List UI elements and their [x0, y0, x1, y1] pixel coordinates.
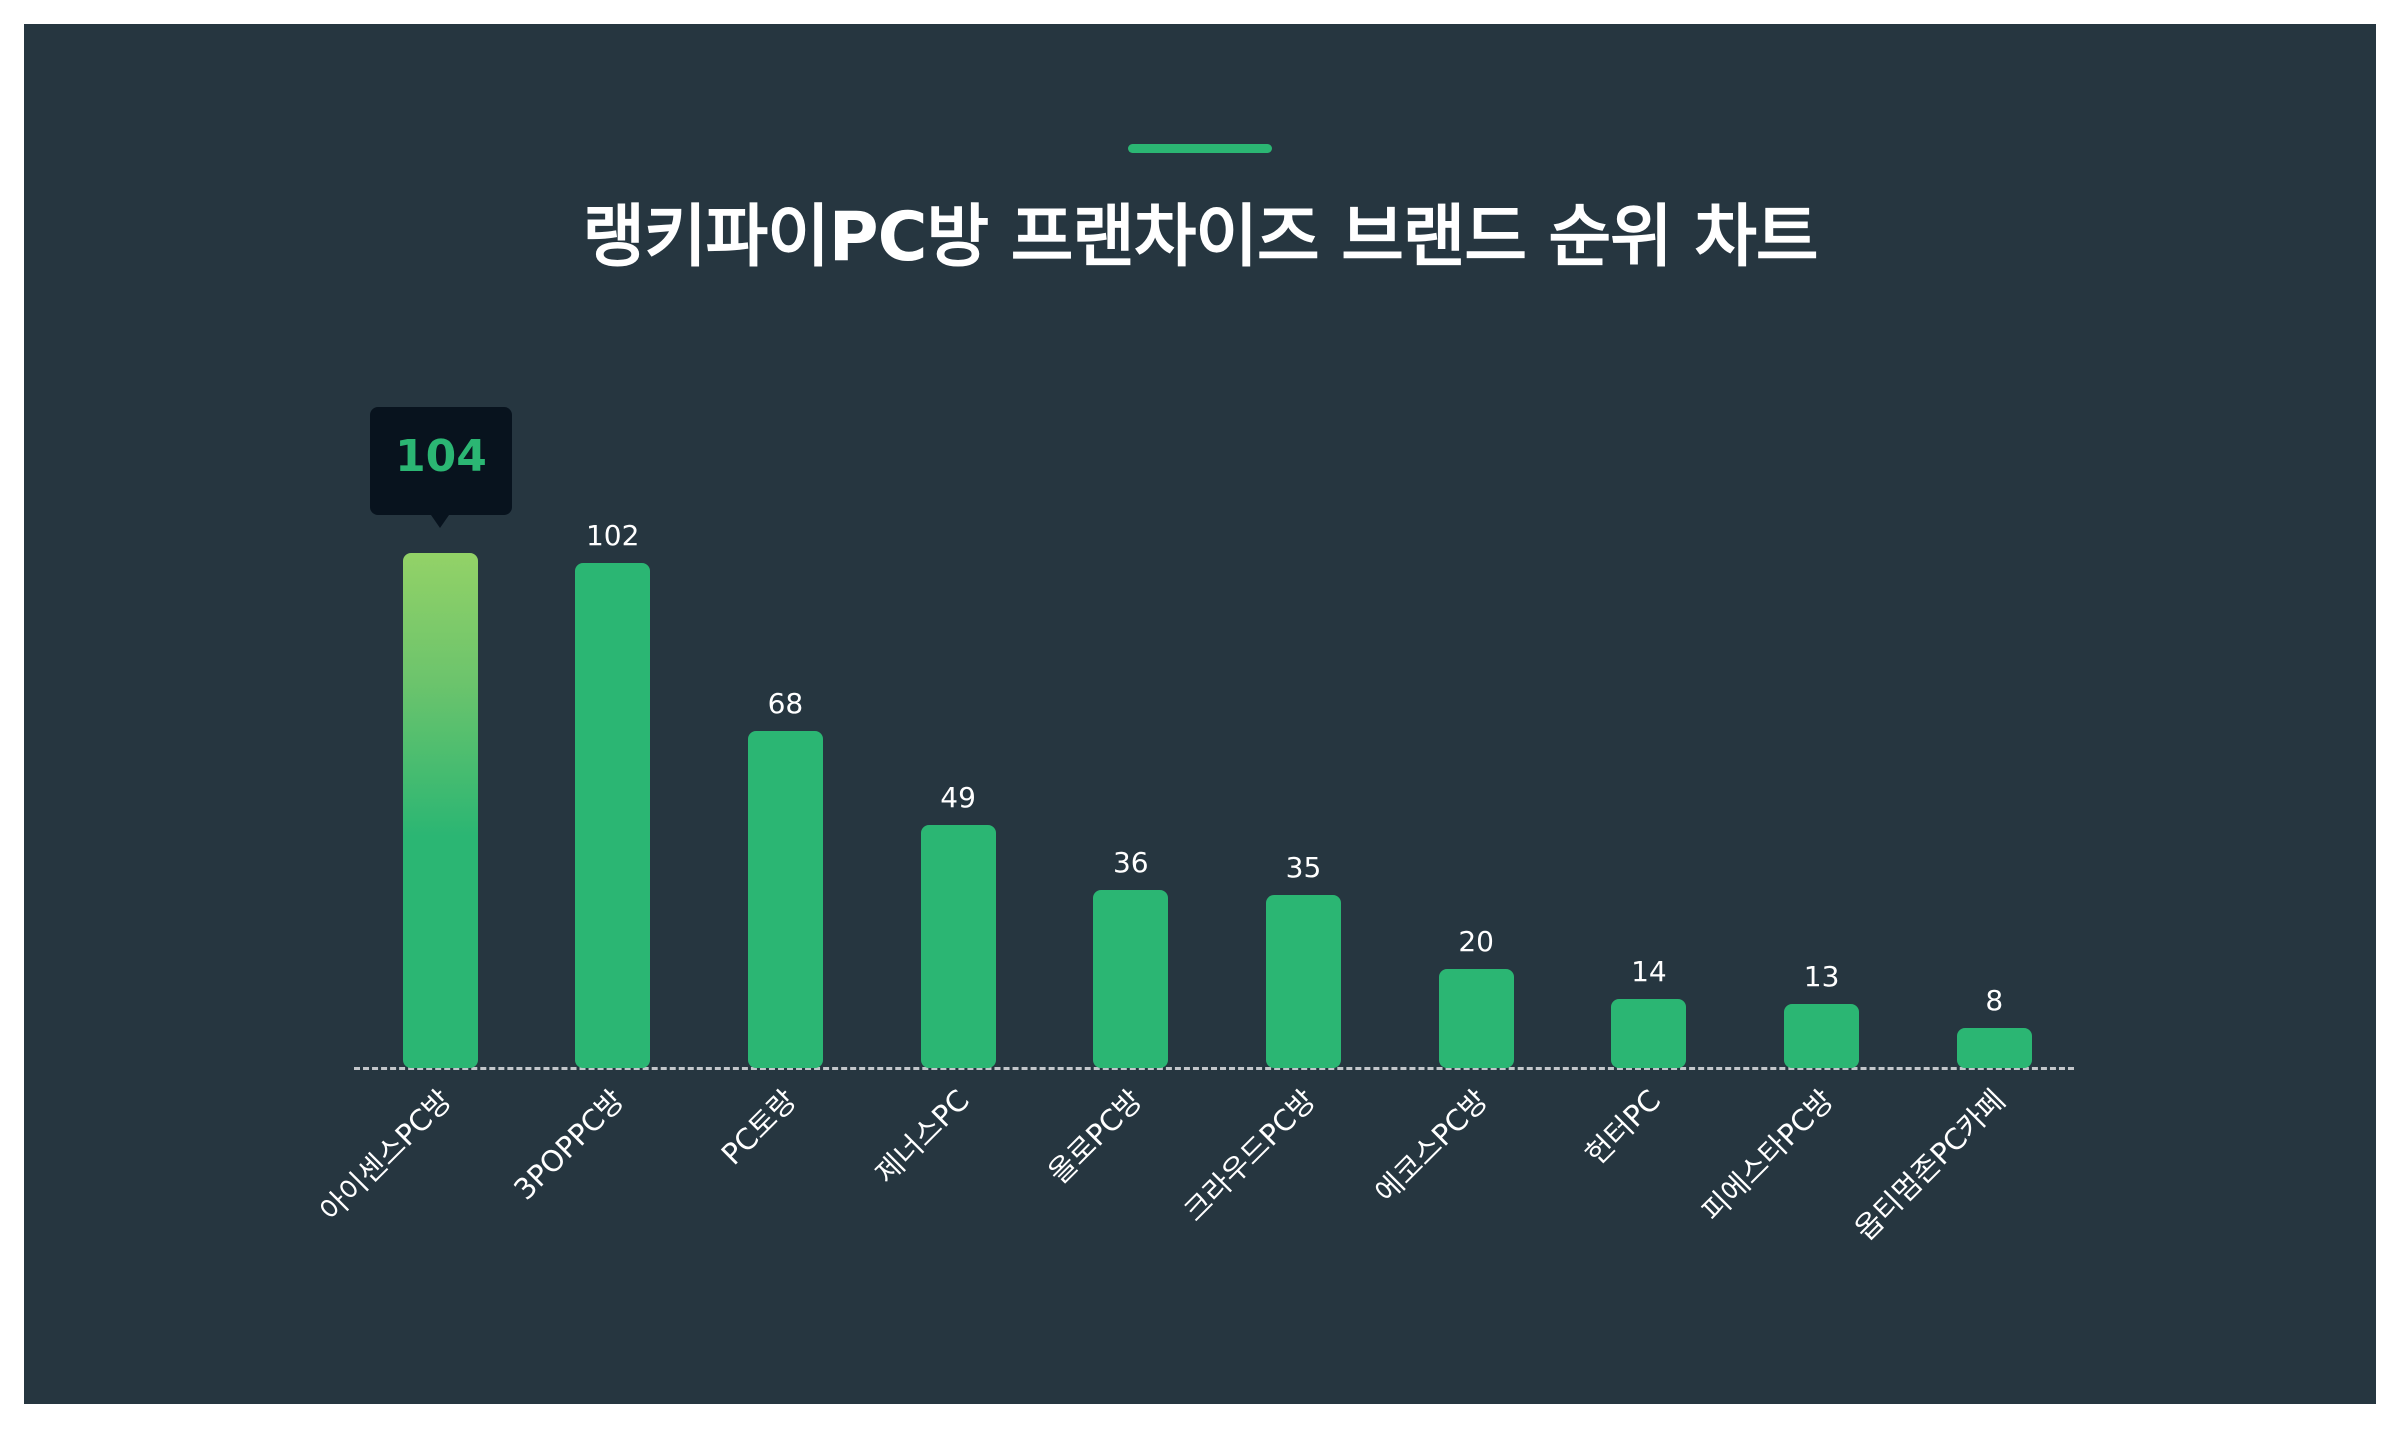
- x-axis-baseline: [354, 1067, 2074, 1070]
- x-axis-tick-label: 크라우드PC방: [1176, 1082, 1322, 1229]
- bar-value-label: 49: [940, 781, 976, 815]
- x-axis-tick-label: 에코스PC방: [1368, 1082, 1495, 1210]
- bar-9[interactable]: [1784, 1003, 1860, 1068]
- tooltip-arrow: [431, 515, 449, 528]
- bar-value-label: 102: [585, 518, 640, 552]
- bar-4[interactable]: [920, 825, 996, 1068]
- bar-7[interactable]: [1438, 968, 1514, 1068]
- title-accent-bar: [1128, 144, 1272, 153]
- x-axis-tick-label: 올로PC방: [1041, 1082, 1149, 1191]
- x-axis-tick-label: 옵티멈존PC카페: [1848, 1082, 2013, 1247]
- x-axis-tick-label: 3POPPC방: [506, 1082, 631, 1207]
- bar-5[interactable]: [1093, 889, 1169, 1068]
- highlight-tooltip: 104: [370, 407, 512, 515]
- bar-value-label: 20: [1458, 924, 1494, 958]
- bar-value-label: 14: [1631, 954, 1667, 988]
- bar-value-label: 13: [1803, 959, 1840, 993]
- bar-8[interactable]: [1611, 998, 1687, 1068]
- bar-value-label: 36: [1112, 845, 1149, 879]
- chart-title: 랭키파이PC방 프랜차이즈 브랜드 순위 차트: [582, 198, 1819, 277]
- bar-6[interactable]: [1266, 894, 1341, 1068]
- bar-1[interactable]: [402, 553, 478, 1068]
- x-axis-tick-label: 피에스타PC방: [1694, 1082, 1840, 1229]
- bar-value-label: 8: [1985, 984, 2004, 1018]
- bar-2[interactable]: [575, 562, 651, 1068]
- x-axis-tick-label: 아이센스PC방: [313, 1082, 459, 1229]
- x-axis-tick-label: 제너스PC: [868, 1082, 976, 1191]
- bar-value-label: 68: [767, 687, 804, 721]
- x-axis-tick-label: PC토랑: [715, 1082, 804, 1172]
- bar-value-label: 35: [1285, 850, 1322, 884]
- bar-10[interactable]: [1956, 1028, 2032, 1068]
- x-axis-tick-label: 헌터PC: [1578, 1082, 1668, 1172]
- bar-3[interactable]: [747, 731, 823, 1068]
